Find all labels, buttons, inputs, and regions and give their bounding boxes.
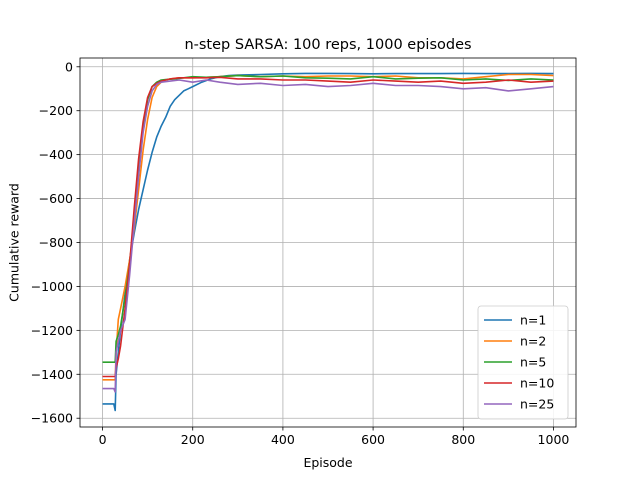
chart-title: n-step SARSA: 100 reps, 1000 episodes xyxy=(184,37,471,53)
grid xyxy=(80,58,576,427)
series-line-n-25 xyxy=(102,79,554,393)
series-lines xyxy=(102,72,554,412)
x-tick-label: 200 xyxy=(181,432,205,447)
y-tick-label: −1400 xyxy=(31,367,73,382)
y-axis-label: Cumulative reward xyxy=(7,183,22,302)
legend-label: n=1 xyxy=(520,313,546,328)
legend-label: n=10 xyxy=(520,376,554,391)
y-tick-label: −600 xyxy=(39,191,73,206)
y-tick-label: −1000 xyxy=(31,279,73,294)
legend-label: n=2 xyxy=(520,334,546,349)
y-tick-label: −200 xyxy=(39,103,73,118)
series-line-n-10 xyxy=(102,76,554,378)
x-tick-label: 400 xyxy=(271,432,295,447)
x-tick-label: 1000 xyxy=(538,432,570,447)
y-tick-label: −400 xyxy=(39,147,73,162)
y-tick-label: −1600 xyxy=(31,411,73,426)
legend: n=1 n=2 n=5 n=10 n=25 xyxy=(477,305,569,420)
legend-label: n=25 xyxy=(520,397,554,412)
x-tick-label: 800 xyxy=(451,432,475,447)
legend-box xyxy=(477,305,569,420)
y-tick-label: −800 xyxy=(39,235,73,250)
y-tick-label: 0 xyxy=(65,59,73,74)
y-tick-label: −1200 xyxy=(31,323,73,338)
x-tick-label: 600 xyxy=(361,432,385,447)
legend-label: n=5 xyxy=(520,355,546,370)
x-tick-label: 0 xyxy=(99,432,107,447)
x-axis-label: Episode xyxy=(303,455,352,470)
ticks: 0 200 400 600 800 1000 0 −200 −400 −600 −800 −1000 −… xyxy=(31,59,570,447)
